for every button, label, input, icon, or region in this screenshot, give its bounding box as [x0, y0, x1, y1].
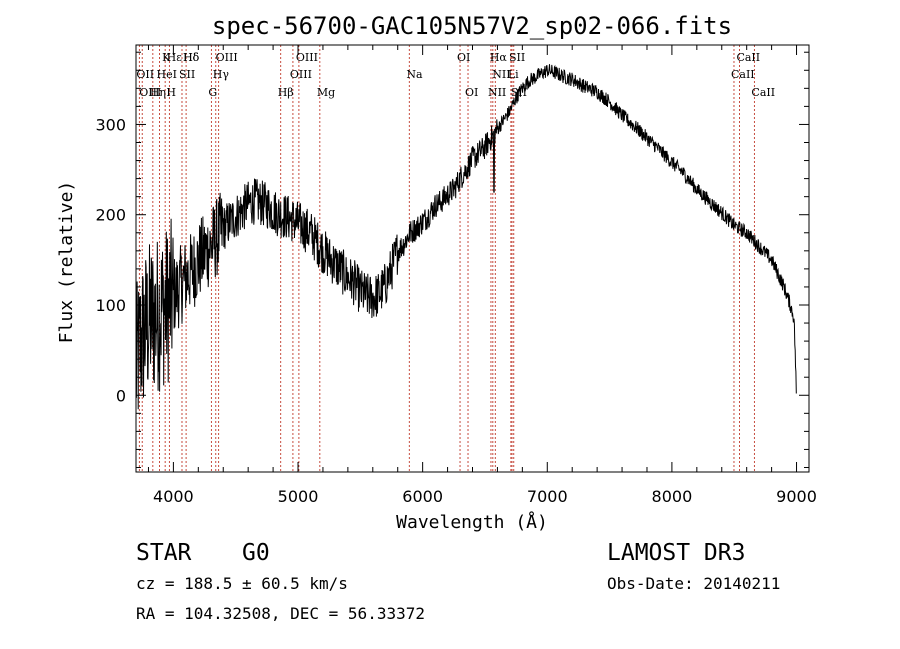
- coordinates: RA = 104.32508, DEC = 56.33372: [136, 604, 425, 623]
- spectral-line-label: OI: [465, 86, 478, 99]
- spectral-line-label: Hβ: [278, 86, 294, 99]
- spectral-line-label: OIII: [139, 86, 161, 99]
- spectral-line-label: OII: [136, 68, 154, 81]
- spectral-line-label: Li: [508, 68, 519, 81]
- spectral-line-label: Hγ: [213, 68, 230, 81]
- observation-date: Obs-Date: 20140211: [607, 574, 781, 593]
- spectral-line-label: G: [208, 86, 217, 99]
- spectral-line-label: Hδ: [183, 51, 200, 64]
- y-tick-label: 0: [116, 386, 126, 405]
- spectral-line-label: Hδ: [183, 51, 200, 64]
- spectral-line-label: Hα: [490, 51, 508, 64]
- x-tick-label: 5000: [278, 487, 319, 506]
- x-tick-label: 4000: [153, 487, 194, 506]
- spectral-line-label: SII: [509, 51, 525, 64]
- spectral-line-label: Mg: [317, 86, 335, 99]
- object-class: STAR: [136, 540, 192, 566]
- x-axis: 4000 5000 6000 7000 8000 9000: [147, 45, 817, 506]
- spectral-subclass: G0: [242, 540, 270, 566]
- spectral-line-label: OIII: [290, 68, 312, 81]
- y-tick-label: 300: [95, 115, 126, 134]
- spectral-line-label: Na: [406, 68, 423, 81]
- x-tick-label: 7000: [527, 487, 568, 506]
- spectral-line-label: HeI: [157, 68, 177, 81]
- spectrum-trace: [135, 64, 797, 410]
- survey-name: LAMOST DR3: [607, 540, 746, 566]
- y-axis: 0 100 200 300: [95, 51, 809, 468]
- spectral-line-label: K: [162, 51, 171, 64]
- spectral-line-label: CaII: [736, 51, 760, 64]
- chart-title: spec-56700-GAC105N57V2_sp02-066.fits: [212, 12, 732, 40]
- spectrum-line: [135, 64, 797, 410]
- spectral-line-label: CaII: [751, 86, 775, 99]
- spectral-line-label: Hη: [150, 86, 166, 99]
- y-tick-label: 200: [95, 206, 126, 225]
- x-tick-label: 6000: [402, 487, 443, 506]
- y-axis-label: Flux (relative): [56, 181, 77, 344]
- spectral-line-markers: [138, 45, 755, 472]
- redshift-cz: cz = 188.5 ± 60.5 km/s: [136, 574, 348, 593]
- spectral-line-label: CaII: [731, 68, 755, 81]
- x-tick-label: 8000: [652, 487, 693, 506]
- spectral-line-label: OIII: [216, 51, 238, 64]
- spectral-line-label: OI: [457, 51, 470, 64]
- spectral-line-label: NII: [492, 68, 510, 81]
- spectral-line-label: SII: [179, 68, 195, 81]
- spectral-line-label: H: [166, 86, 176, 99]
- spectral-line-label: Hε: [167, 51, 183, 64]
- y-tick-label: 100: [95, 296, 126, 315]
- x-tick-label: 9000: [776, 487, 817, 506]
- spectral-line-label: NII: [488, 86, 506, 99]
- x-axis-label: Wavelength (Å): [396, 511, 548, 533]
- plot-frame: [135, 44, 810, 473]
- spectral-line-label: OIII: [296, 51, 318, 64]
